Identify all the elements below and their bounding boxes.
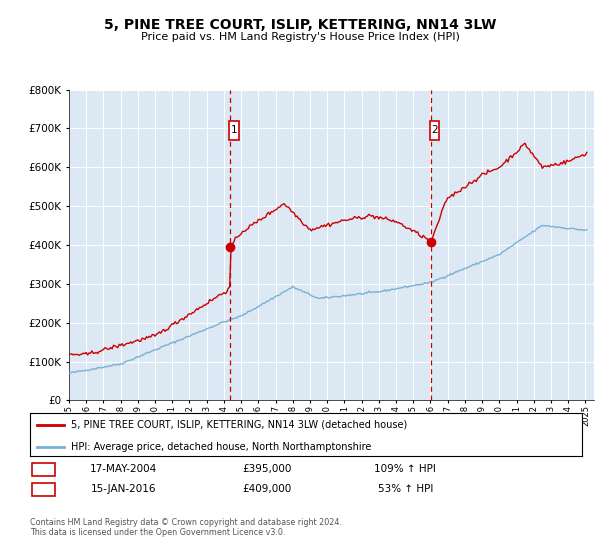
- Text: 17-MAY-2004: 17-MAY-2004: [90, 464, 157, 474]
- Text: Contains HM Land Registry data © Crown copyright and database right 2024.
This d: Contains HM Land Registry data © Crown c…: [30, 518, 342, 538]
- Text: 2: 2: [40, 484, 47, 494]
- Text: 15-JAN-2016: 15-JAN-2016: [91, 484, 157, 494]
- Text: 1: 1: [40, 464, 47, 474]
- FancyBboxPatch shape: [229, 120, 239, 140]
- Text: 5, PINE TREE COURT, ISLIP, KETTERING, NN14 3LW (detached house): 5, PINE TREE COURT, ISLIP, KETTERING, NN…: [71, 419, 407, 430]
- Text: 5, PINE TREE COURT, ISLIP, KETTERING, NN14 3LW: 5, PINE TREE COURT, ISLIP, KETTERING, NN…: [104, 18, 496, 32]
- FancyBboxPatch shape: [32, 463, 55, 476]
- Text: £395,000: £395,000: [242, 464, 292, 474]
- Text: 109% ↑ HPI: 109% ↑ HPI: [374, 464, 436, 474]
- Text: Price paid vs. HM Land Registry's House Price Index (HPI): Price paid vs. HM Land Registry's House …: [140, 32, 460, 43]
- Text: HPI: Average price, detached house, North Northamptonshire: HPI: Average price, detached house, Nort…: [71, 442, 372, 452]
- FancyBboxPatch shape: [430, 120, 439, 140]
- FancyBboxPatch shape: [32, 483, 55, 496]
- Text: £409,000: £409,000: [243, 484, 292, 494]
- Text: 53% ↑ HPI: 53% ↑ HPI: [377, 484, 433, 494]
- Text: 1: 1: [230, 125, 237, 136]
- Text: 2: 2: [431, 125, 438, 136]
